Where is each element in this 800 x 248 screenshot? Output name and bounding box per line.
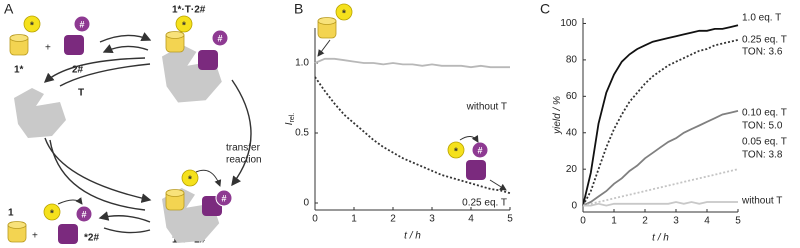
series-label: 0.05 eq. T — [742, 137, 787, 148]
y-tick-label: 0 — [571, 200, 577, 211]
series-note: TON: 5.0 — [742, 121, 783, 132]
hash-symbol: # — [81, 209, 86, 219]
label: 2# — [72, 65, 84, 76]
x-tick-label: 0 — [580, 216, 586, 227]
template — [14, 88, 66, 138]
y-axis-label-sub: rel. — [289, 113, 296, 123]
star-tag — [175, 15, 193, 33]
cylinder-top — [317, 17, 337, 25]
y-tick-label: 40 — [566, 127, 578, 138]
hash-tag — [471, 141, 489, 159]
purple-block — [198, 50, 218, 70]
purple-block — [64, 35, 84, 55]
curl-arrow — [459, 135, 479, 143]
x-tick-label: 5 — [735, 216, 741, 227]
hash-tag — [73, 15, 91, 33]
star-tag — [23, 15, 41, 33]
star-symbol: * — [182, 21, 186, 32]
data-line — [314, 57, 510, 69]
series-label: 1.0 eq. T — [742, 13, 781, 24]
label: reaction — [226, 155, 262, 166]
data-line — [582, 110, 739, 207]
hash-tag — [215, 189, 233, 207]
x-tick-label: 3 — [673, 216, 679, 227]
x-tick-label: 2 — [642, 216, 648, 227]
hash-symbol: # — [221, 193, 226, 203]
data-line — [314, 76, 511, 195]
series-label: 0.25 eq. T — [462, 198, 507, 209]
hash-symbol: # — [79, 19, 84, 29]
arrows — [43, 32, 252, 234]
label: transfer — [226, 143, 261, 154]
x-tick-label: 2 — [390, 214, 396, 225]
series-label: 0.25 eq. T — [742, 35, 787, 46]
star-tag — [447, 141, 465, 159]
y-tick-label: 80 — [566, 55, 578, 66]
series-note: TON: 3.6 — [742, 47, 783, 58]
pointer — [317, 39, 331, 57]
x-tick-label: 1 — [611, 216, 617, 227]
y-axis-label: Irel. — [284, 113, 296, 126]
hash-tag — [211, 29, 229, 47]
y-axis-label: yield / % — [552, 96, 563, 135]
panel-label: B — [294, 1, 303, 17]
y-tick-label: 0 — [303, 198, 309, 209]
y-tick-label: 1.0 — [295, 58, 309, 69]
label: 1* — [14, 65, 24, 76]
panel-label: C — [540, 1, 550, 17]
data-line — [583, 201, 738, 207]
y-axis-label-main: I — [284, 122, 295, 125]
star-tag — [335, 3, 353, 21]
series-label: without T — [466, 102, 507, 113]
cylinder-top — [165, 189, 185, 197]
curl-arrow — [195, 169, 222, 187]
y-axis-label-main: yield / % — [552, 96, 563, 135]
label: + — [45, 43, 51, 54]
y-tick-label: 60 — [566, 91, 578, 102]
label: 1*·T·2# — [172, 5, 206, 16]
y-tick-label: 0.5 — [295, 128, 309, 139]
data-line — [582, 39, 739, 207]
hash-symbol: # — [477, 145, 482, 155]
x-tick-label: 4 — [468, 214, 474, 225]
x-tick-label: 3 — [429, 214, 435, 225]
series-note: TON: 3.8 — [742, 150, 783, 161]
label: *2# — [84, 233, 99, 244]
data-line — [582, 168, 739, 207]
cylinder-top — [7, 221, 27, 229]
hash-symbol: # — [217, 33, 222, 43]
x-tick-label: 0 — [312, 214, 318, 225]
hash-tag — [75, 205, 93, 223]
panel-label: A — [4, 1, 14, 17]
label: 1 — [8, 208, 14, 219]
star-tag — [181, 169, 199, 187]
label: T — [78, 88, 84, 99]
star-symbol: * — [454, 147, 458, 158]
curl-arrow — [57, 197, 83, 205]
data-line — [582, 24, 739, 206]
x-axis-label: t / h — [652, 233, 669, 244]
star-symbol: * — [30, 21, 34, 32]
cylinder-top — [165, 31, 185, 39]
purple-block — [58, 224, 78, 244]
y-tick-label: 20 — [566, 164, 578, 175]
y-tick-label: 100 — [560, 18, 577, 29]
label: + — [32, 231, 38, 242]
star-symbol: * — [342, 9, 346, 20]
x-tick-label: 1 — [351, 214, 357, 225]
template — [162, 45, 222, 103]
x-tick-label: 4 — [704, 216, 710, 227]
star-symbol: * — [50, 209, 54, 220]
series-label: 0.10 eq. T — [742, 108, 787, 119]
x-tick-label: 5 — [507, 214, 513, 225]
x-axis-label: t / h — [404, 231, 421, 242]
star-symbol: * — [188, 175, 192, 186]
purple-block — [466, 160, 486, 180]
series-label: without T — [741, 196, 782, 207]
star-tag — [43, 203, 61, 221]
cylinder-top — [9, 34, 29, 42]
pointer — [489, 179, 507, 191]
